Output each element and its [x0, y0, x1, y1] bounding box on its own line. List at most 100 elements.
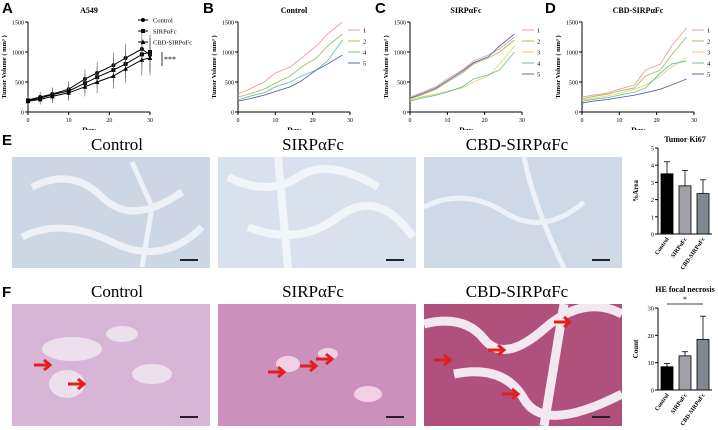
data-point [50, 93, 55, 99]
series-line [581, 36, 687, 100]
legend-label: 2 [537, 39, 540, 46]
data-point [111, 73, 116, 78]
arrow-icon [268, 365, 287, 379]
legend-marker [140, 39, 146, 44]
panel-letter-a: A [2, 0, 13, 17]
legend-label: 5 [707, 72, 710, 79]
series-line [27, 48, 151, 101]
bar [660, 366, 674, 391]
y-axis-label: Tumor Volume ( mm³ ) [211, 35, 218, 98]
x-tick-label: 0 [237, 118, 240, 124]
chart-a549-growth: A549 0 500 1000 1500 0 10 20 30 Day Tumor Volume (… [1, 6, 192, 130]
x-tick-label: SIRPαFc [670, 392, 688, 415]
y-tick-label: 2 [651, 197, 654, 204]
legend-label: Control [153, 18, 173, 25]
x-tick-label: 20 [310, 118, 316, 124]
chart-title: CBD-SIRPαFc [613, 6, 664, 15]
sig-label: * [683, 295, 687, 304]
x-tick-label: 30 [347, 118, 353, 124]
y-tick-label: 500 [225, 81, 234, 87]
f-image-title-cbd: CBD-SIRPαFc [465, 282, 569, 301]
y-tick-label: 1000 [222, 51, 234, 57]
y-tick-label: 10 [648, 360, 655, 367]
bar [660, 173, 674, 235]
series-line [581, 60, 687, 102]
series-line [409, 39, 515, 100]
series-line [409, 33, 515, 99]
y-tick-label: 500 [569, 81, 578, 87]
y-axis-label: %Area [632, 180, 640, 202]
y-tick-label: 1500 [222, 21, 234, 27]
y-axis-label: Count [632, 339, 640, 358]
legend-marker [141, 29, 145, 33]
x-tick-label: 0 [409, 118, 412, 124]
he-image-sirpafc [218, 304, 416, 426]
sig-label: *** [164, 55, 176, 64]
legend-label: 5 [363, 61, 366, 68]
ihc-image-sirpafc [218, 157, 416, 268]
y-tick-label: 30 [648, 306, 655, 313]
bar [678, 355, 692, 391]
x-tick-label: 10 [444, 118, 450, 124]
arrow-icon [434, 353, 453, 367]
he-image-control [12, 304, 210, 426]
y-tick-label: 0 [403, 111, 406, 117]
series-line [409, 45, 515, 101]
series-line [409, 36, 515, 98]
panel-letter-d: D [545, 0, 556, 17]
x-tick-label: 20 [654, 118, 660, 124]
data-point [123, 66, 128, 71]
legend-label: 2 [707, 39, 710, 46]
data-point [25, 98, 31, 104]
e-image-title-control: Control [91, 135, 143, 154]
data-point [66, 90, 71, 95]
legend-label: 2 [363, 39, 366, 46]
x-axis-label: Day [287, 126, 301, 130]
x-tick-label: 30 [147, 118, 153, 124]
x-tick-label: SIRPαFc [670, 236, 688, 259]
legend-label: 3 [707, 50, 710, 57]
data-point [82, 84, 88, 89]
y-tick-label: 500 [15, 81, 24, 87]
legend-label: 4 [707, 61, 711, 68]
y-axis-label: Tumor Volume ( mm³ ) [555, 35, 562, 98]
series-line [237, 54, 343, 102]
y-tick-label: 0 [231, 111, 234, 117]
series-line [581, 27, 687, 98]
y-tick-label: 1000 [12, 51, 24, 57]
panel-letter-c: C [375, 0, 386, 17]
chart-title: HE focal necrosis [655, 285, 714, 294]
series-line [237, 39, 343, 101]
y-tick-label: 0 [651, 232, 654, 239]
arrow-icon [34, 358, 53, 372]
arrow-icon [502, 387, 521, 401]
f-image-title-control: Control [91, 282, 143, 301]
chart-title: SIRPαFc [450, 6, 482, 15]
arrow-icon [316, 352, 335, 366]
data-point [139, 57, 145, 62]
panel-letter-e: E [2, 132, 13, 149]
e-image-title-cbd: CBD-SIRPαFc [465, 135, 569, 154]
y-tick-label: 0 [651, 388, 654, 395]
y-tick-label: 3 [651, 180, 654, 187]
x-tick-label: Control [654, 236, 671, 256]
legend-marker [141, 18, 145, 22]
legend-label: SIRPαFc [153, 29, 177, 36]
bar [678, 185, 692, 235]
arrow-icon [68, 377, 87, 391]
chart-he-necrosis-bar: HE focal necrosis 0 10 20 30 Count Control SIRP… [632, 285, 715, 427]
data-point [37, 96, 43, 102]
f-image-title-sirpafc: SIRPαFc [282, 282, 344, 301]
bar [696, 193, 710, 235]
chart-control-individual: Control 0 500 1000 1500 0 10 20 30 Day Tumor Volum… [211, 6, 367, 130]
x-tick-label: 10 [66, 118, 72, 124]
legend-label: 1 [363, 28, 366, 35]
legend-label: 4 [363, 50, 367, 57]
chart-cbd-sirpafc-individual: CBD-SIRPαFc 0 500 1000 1500 0 10 20 30 Day Tumor V… [555, 6, 711, 130]
ihc-image-control [12, 157, 210, 268]
legend-label: 1 [707, 28, 710, 35]
data-point [94, 79, 100, 84]
data-point [147, 55, 153, 60]
y-tick-label: 1500 [12, 21, 24, 27]
